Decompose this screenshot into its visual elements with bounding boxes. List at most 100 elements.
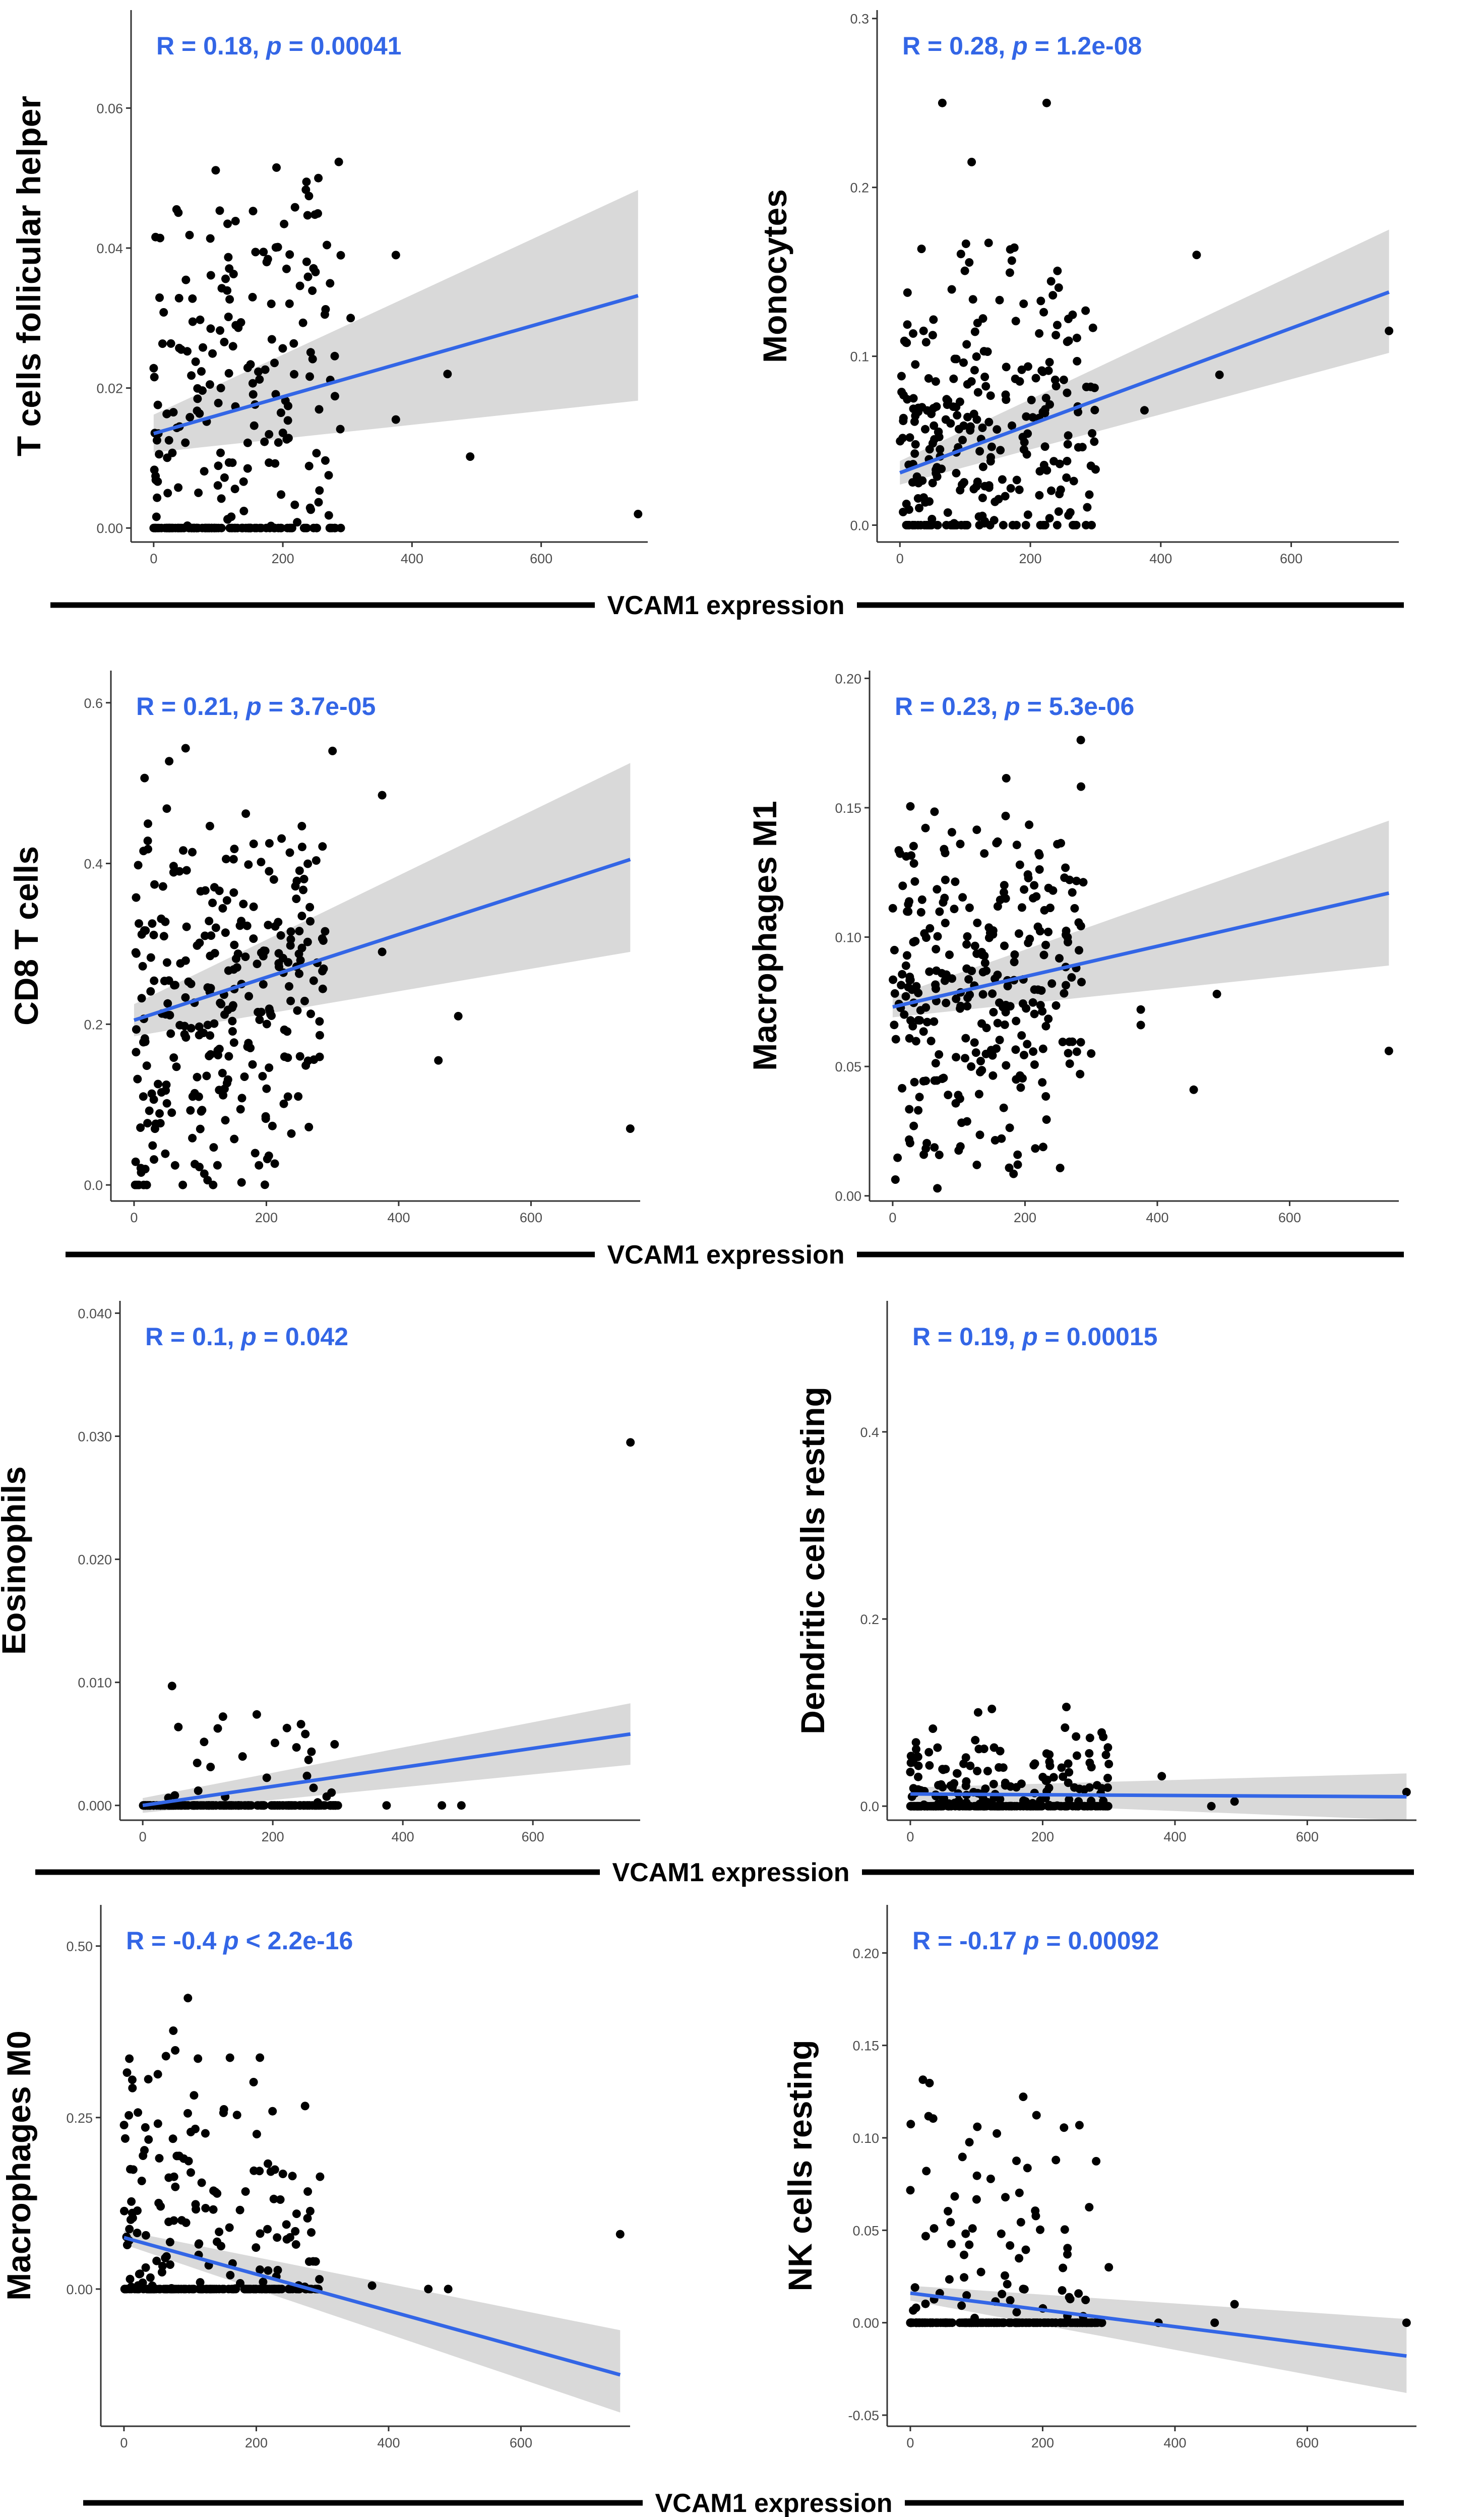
data-point [1073,356,1082,366]
y-tick-label: 0.4 [84,857,103,872]
data-point [193,523,202,532]
data-point [302,1771,312,1780]
data-point [1092,1781,1101,1790]
data-point [213,1161,222,1170]
data-point [999,1002,1008,1011]
data-point [1048,291,1058,300]
y-tick-label: 0.00 [852,2316,879,2331]
data-point [1063,440,1072,449]
data-point [289,339,298,348]
data-point [943,508,952,517]
data-point [220,337,229,346]
data-point [147,1089,156,1098]
data-point [454,1011,463,1021]
data-point [219,2108,228,2117]
data-point [921,1003,931,1012]
data-point [1015,860,1024,869]
data-point [962,1117,971,1126]
data-point [921,2232,930,2241]
data-point [280,1025,289,1034]
data-point [1017,1031,1026,1040]
data-point [999,1763,1008,1772]
data-point [306,348,315,357]
data-point [928,478,937,488]
data-point [157,2268,166,2276]
x-tick-label: 600 [1296,1829,1319,1844]
y-tick-label: 0.3 [850,12,869,27]
data-point [978,494,987,502]
data-point [1002,1061,1011,1070]
data-point [319,936,328,945]
scatter-panel-6: 0.0 0.2 0.4 0 200 400 600 Dendritic cells resti… [794,1301,1416,1844]
data-point [1077,782,1085,791]
data-point [626,1124,635,1133]
data-point [902,338,911,347]
data-point [128,2083,137,2092]
data-point [998,475,1007,484]
data-point [996,1794,1005,1804]
data-point [305,903,315,912]
data-point [125,2225,134,2234]
data-point [267,335,276,344]
data-point [290,203,299,212]
data-point [323,241,331,250]
data-point [291,882,300,891]
data-point [1020,885,1029,894]
data-point [128,2075,137,2084]
data-point [278,429,287,437]
data-point [906,2318,915,2327]
data-point [962,940,971,949]
data-point [282,264,291,273]
data-point [1034,849,1043,858]
data-point [932,945,941,953]
data-point [284,2285,293,2294]
data-point [958,2152,967,2162]
data-point [1054,283,1063,292]
data-point [152,512,161,521]
data-point [144,819,152,828]
data-point [283,1092,292,1101]
data-point [206,234,215,243]
data-point [294,949,303,958]
data-point [218,904,227,913]
data-point [206,1050,215,1059]
data-point [925,967,934,976]
data-point [303,2214,312,2223]
data-point [322,1792,331,1801]
x-tick-label: 200 [1031,1829,1054,1844]
x-tick-label: 600 [1296,2435,1319,2450]
x-axis-label-1: VCAM1 expression [50,585,1404,621]
data-point [171,2285,180,2294]
data-point [1055,459,1064,468]
data-point [987,442,996,451]
data-point [1048,886,1058,895]
data-point [270,358,279,368]
y-tick-label: 0.1 [850,349,869,365]
correlation-annotation: R = 0.23, p = 5.3e-06 [895,692,1134,721]
data-point [955,1802,964,1811]
data-point [1023,510,1032,519]
data-point [930,1143,939,1152]
data-point [213,1724,222,1733]
data-point [1157,1772,1166,1781]
data-point [1063,2244,1072,2253]
data-point [153,2070,162,2079]
data-point [158,2261,167,2270]
data-point [1032,2111,1041,2120]
data-point [1039,308,1048,317]
data-point [956,250,965,259]
data-point [163,489,172,498]
data-point [933,1743,942,1752]
data-point [229,1038,238,1047]
data-point [952,994,961,1003]
data-point [292,2209,301,2219]
data-point [260,437,269,446]
data-point [1001,1778,1010,1787]
data-point [1069,521,1077,529]
data-point [299,1801,308,1810]
data-point [899,413,908,423]
data-point [166,1029,175,1038]
data-point [970,327,979,336]
data-point [1044,1783,1054,1792]
data-point [391,251,400,260]
